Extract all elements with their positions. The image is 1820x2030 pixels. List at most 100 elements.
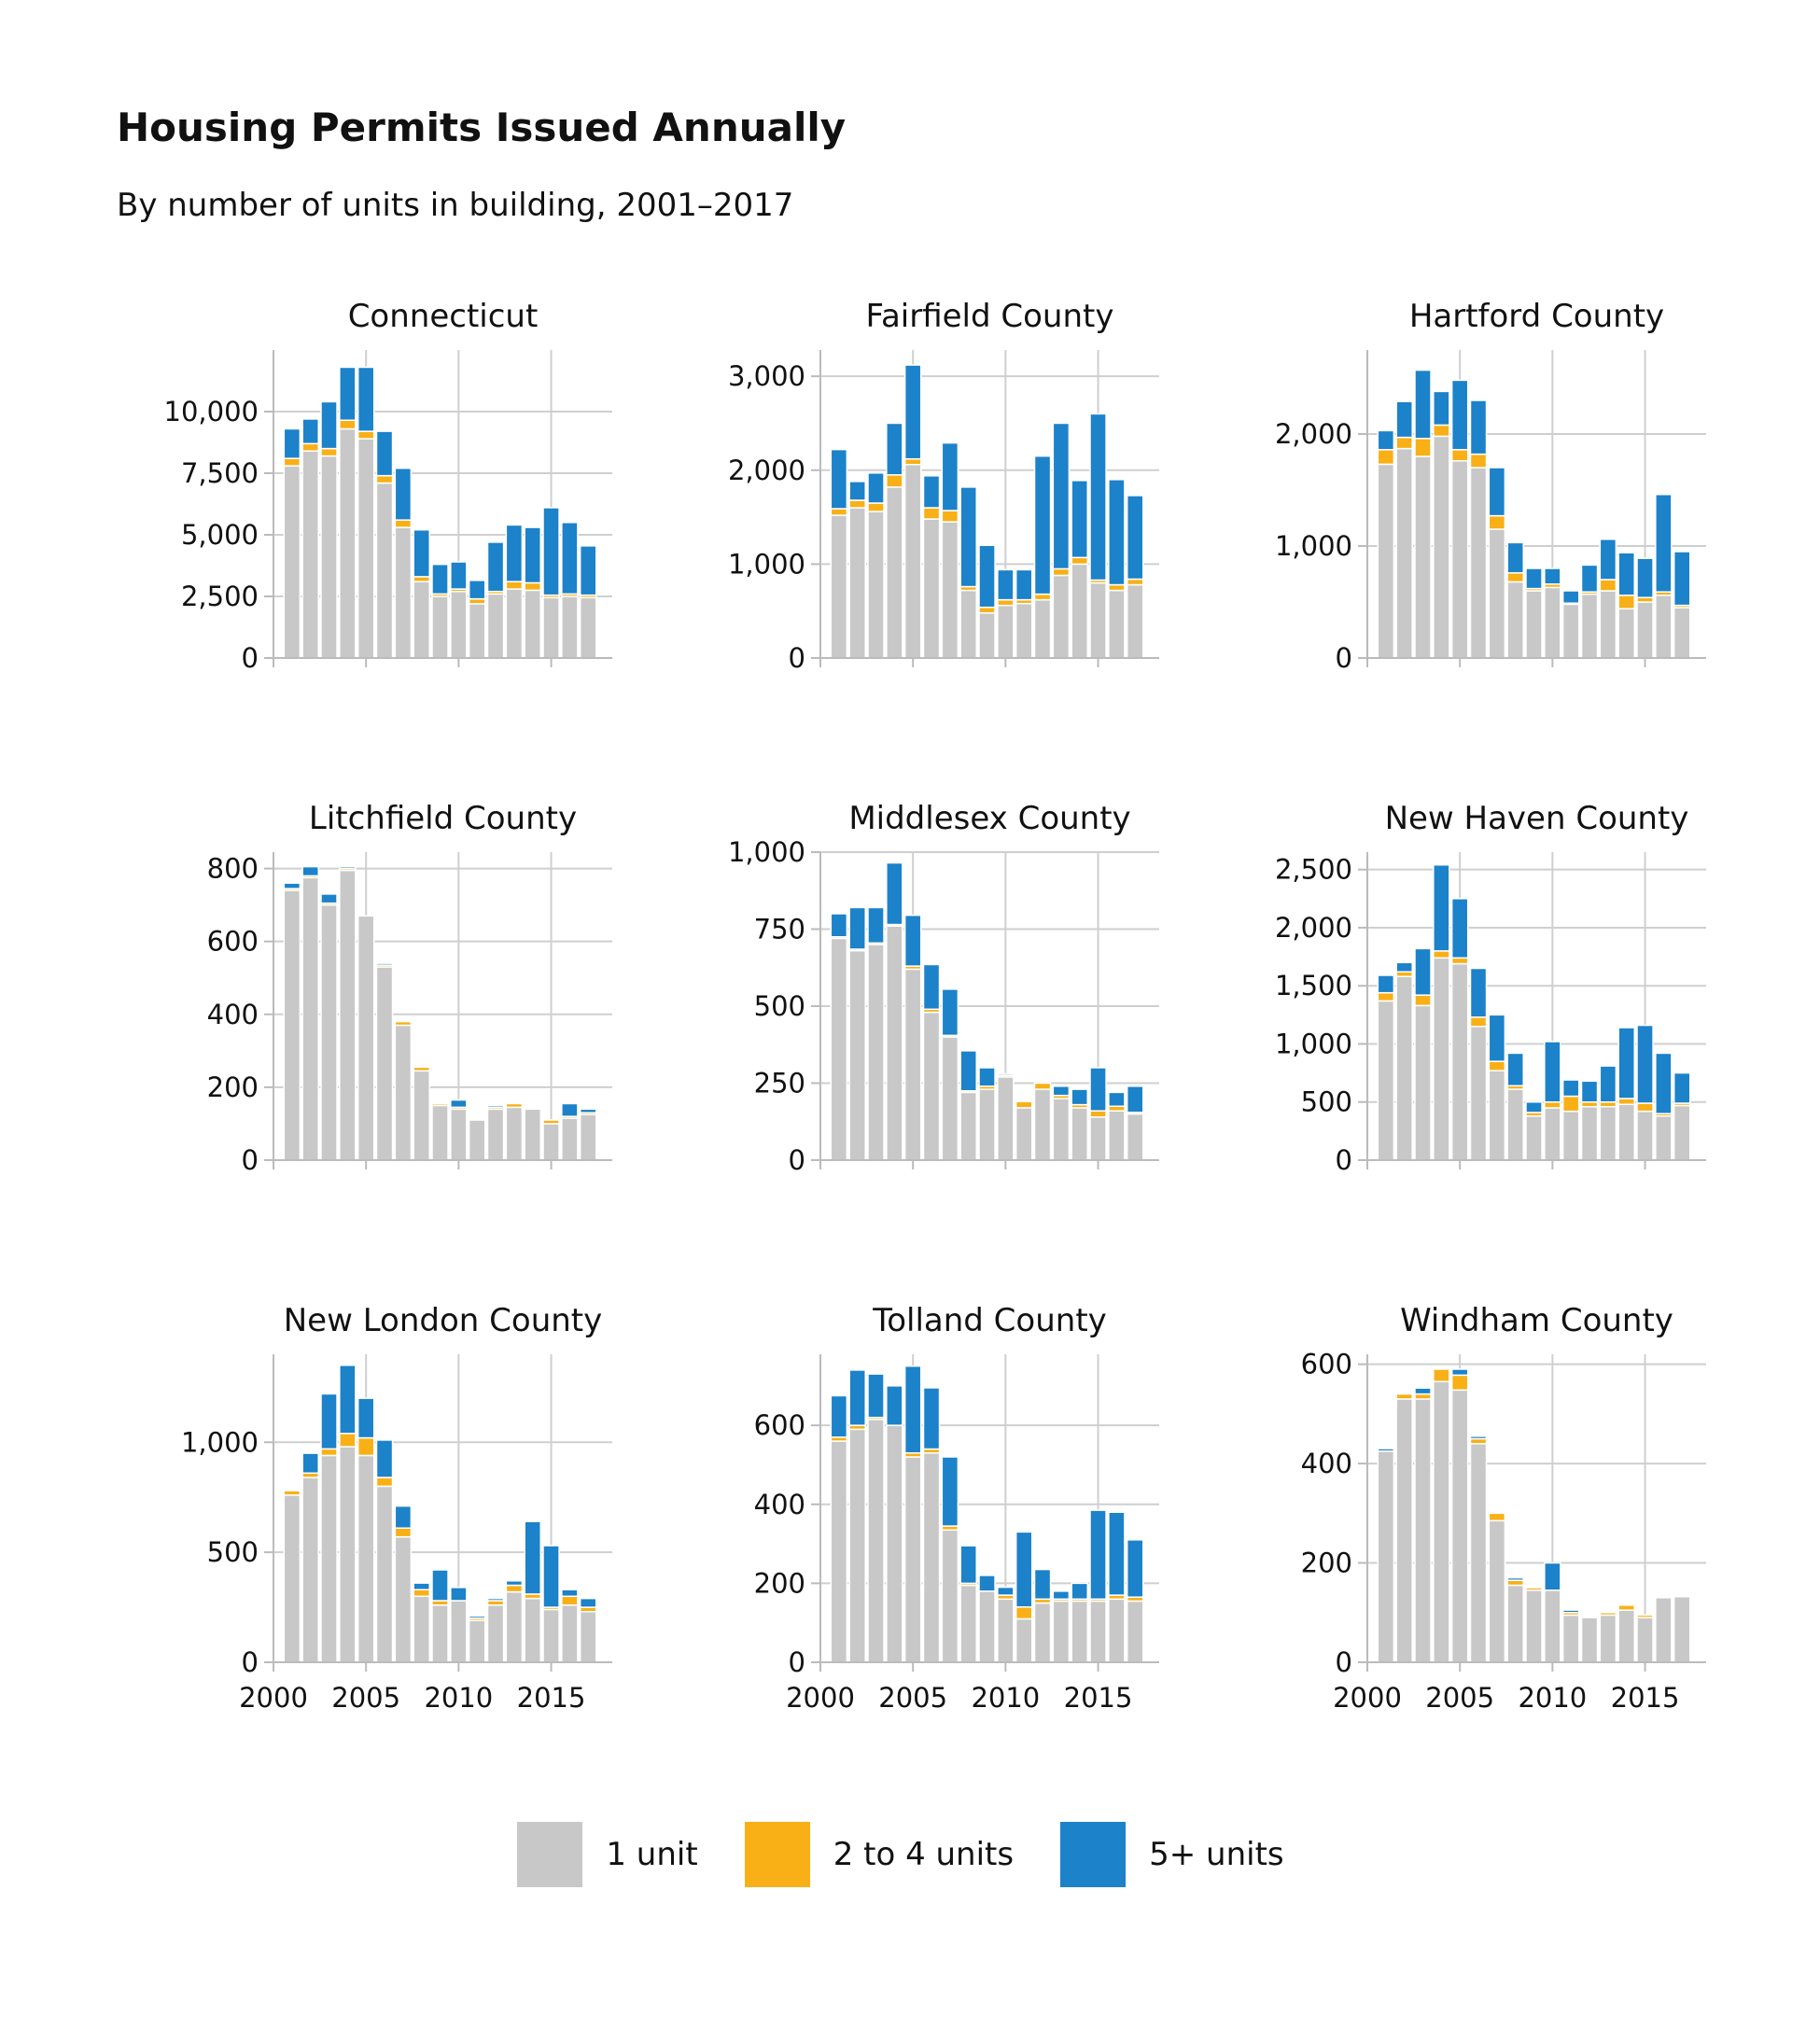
bar-tolland-county-2007-1-unit	[941, 1529, 959, 1663]
bar-new-london-county-2004-2-to-4-units	[339, 1433, 357, 1448]
bar-new-london-county-2011-1-unit	[468, 1619, 486, 1663]
bar-hartford-county-2014-1-unit	[1617, 608, 1635, 659]
bar-middlesex-county-2011-2-to-4-units	[1015, 1100, 1033, 1109]
bar-windham-county-2011-5-plus-units	[1561, 1609, 1580, 1614]
bar-new-haven-county-2017-5-plus-units	[1673, 1071, 1691, 1104]
bar-hartford-county-2009-1-unit	[1525, 590, 1543, 659]
bar-windham-county-2014-2-to-4-units	[1617, 1604, 1635, 1611]
bar-connecticut-2006-5-plus-units	[375, 430, 394, 477]
bar-new-haven-county-2001-5-plus-units	[1377, 974, 1395, 994]
y-tick-label: 400	[207, 999, 259, 1030]
bar-new-london-county-2016-2-to-4-units	[561, 1595, 579, 1606]
bar-new-haven-county-2016-5-plus-units	[1655, 1052, 1673, 1114]
bar-fairfield-county-2013-2-to-4-units	[1052, 567, 1071, 577]
bar-connecticut-2013-2-to-4-units	[505, 581, 524, 590]
bar-middlesex-county-2014-5-plus-units	[1071, 1088, 1088, 1106]
y-tick-label: 1,000	[728, 548, 805, 580]
bar-new-haven-county-2007-5-plus-units	[1488, 1014, 1506, 1062]
bar-new-haven-county-2011-2-to-4-units	[1561, 1095, 1580, 1113]
bar-middlesex-county-2001-5-plus-units	[830, 913, 848, 938]
bar-tolland-county-2008-1-unit	[959, 1584, 977, 1663]
bar-hartford-county-2011-5-plus-units	[1561, 590, 1580, 604]
bar-new-london-county-2009-5-plus-units	[431, 1569, 449, 1602]
bar-hartford-county-2017-1-unit	[1673, 607, 1691, 659]
bar-windham-county-2017-1-unit	[1673, 1595, 1691, 1663]
legend-label-1-unit: 1 unit	[606, 1836, 698, 1873]
bar-new-london-county-2001-2-to-4-units	[283, 1490, 301, 1496]
bar-connecticut-2014-1-unit	[524, 589, 541, 659]
chart-subtitle: By number of units in building, 2001–201…	[117, 187, 794, 224]
bar-new-haven-county-2013-1-unit	[1599, 1105, 1617, 1161]
legend-swatch-2-to-4-units	[744, 1822, 810, 1887]
bar-middlesex-county-2003-1-unit	[867, 944, 885, 1161]
bar-fairfield-county-2004-5-plus-units	[886, 422, 903, 476]
bar-new-london-county-2017-5-plus-units	[579, 1597, 597, 1608]
bar-litchfield-county-2017-5-plus-units	[579, 1108, 597, 1113]
x-tick-label: 2005	[878, 1682, 947, 1714]
bar-new-london-county-2012-5-plus-units	[486, 1597, 505, 1602]
bar-litchfield-county-2007-2-to-4-units	[394, 1020, 413, 1027]
bar-windham-county-2016-1-unit	[1655, 1597, 1673, 1663]
bar-new-haven-county-2003-1-unit	[1414, 1004, 1432, 1161]
bar-tolland-county-2016-5-plus-units	[1108, 1511, 1126, 1596]
legend-item-2-to-4-units: 2 to 4 units	[744, 1822, 1032, 1887]
bar-hartford-county-2008-2-to-4-units	[1506, 572, 1524, 583]
bar-litchfield-county-2015-1-unit	[542, 1123, 560, 1161]
legend-label-5-plus-units: 5+ units	[1149, 1836, 1284, 1873]
bar-middlesex-county-2006-1-unit	[922, 1011, 941, 1161]
bar-tolland-county-2007-5-plus-units	[941, 1456, 959, 1527]
panel-middlesex-county: 0 250 500 750 1,000 Middlesex County	[728, 800, 1159, 1176]
bar-windham-county-2008-5-plus-units	[1506, 1576, 1524, 1581]
bar-connecticut-2006-1-unit	[375, 482, 394, 659]
bar-windham-county-2005-5-plus-units	[1450, 1368, 1469, 1377]
bar-fairfield-county-2005-1-unit	[903, 463, 922, 659]
bar-new-london-county-2005-2-to-4-units	[357, 1436, 375, 1457]
bar-connecticut-2016-5-plus-units	[561, 522, 579, 595]
y-tick-label: 0	[1336, 1144, 1352, 1176]
bar-new-haven-county-2006-2-to-4-units	[1469, 1016, 1488, 1028]
bar-connecticut-2007-5-plus-units	[394, 467, 413, 521]
bar-new-london-county-2012-1-unit	[486, 1603, 505, 1663]
bar-hartford-county-2013-5-plus-units	[1599, 539, 1617, 581]
bar-middlesex-county-2016-1-unit	[1108, 1110, 1126, 1161]
bar-windham-county-2004-1-unit	[1433, 1380, 1450, 1663]
bar-middlesex-county-2015-5-plus-units	[1089, 1067, 1107, 1112]
bar-fairfield-county-2016-5-plus-units	[1108, 479, 1126, 586]
bar-middlesex-county-2015-2-to-4-units	[1089, 1110, 1107, 1118]
bar-hartford-county-2003-2-to-4-units	[1414, 438, 1432, 457]
y-tick-label: 2,000	[1275, 912, 1352, 944]
bar-tolland-county-2014-5-plus-units	[1071, 1582, 1088, 1601]
bar-litchfield-county-2007-1-unit	[394, 1024, 413, 1161]
bar-new-haven-county-2001-1-unit	[1377, 1000, 1395, 1161]
bar-tolland-county-2003-5-plus-units	[867, 1373, 885, 1419]
bar-hartford-county-2006-1-unit	[1469, 467, 1488, 659]
bar-middlesex-county-2004-1-unit	[886, 925, 903, 1161]
y-tick-label: 0	[242, 642, 259, 674]
bar-middlesex-county-2013-5-plus-units	[1052, 1085, 1071, 1097]
bar-windham-county-2013-2-to-4-units	[1599, 1612, 1617, 1617]
bar-litchfield-county-2002-1-unit	[301, 876, 319, 1161]
bar-fairfield-county-2011-5-plus-units	[1015, 568, 1033, 601]
bar-new-haven-county-2009-1-unit	[1525, 1114, 1543, 1161]
bar-litchfield-county-2014-1-unit	[524, 1108, 541, 1161]
bar-middlesex-county-2015-1-unit	[1089, 1116, 1107, 1161]
bar-hartford-county-2003-5-plus-units	[1414, 369, 1432, 440]
bar-fairfield-county-2005-5-plus-units	[903, 364, 922, 460]
bar-tolland-county-2010-5-plus-units	[997, 1586, 1015, 1596]
bar-new-london-county-2006-5-plus-units	[375, 1439, 394, 1478]
x-tick-label: 2015	[1611, 1682, 1680, 1714]
bar-windham-county-2011-1-unit	[1561, 1614, 1580, 1663]
bar-new-london-county-2015-5-plus-units	[542, 1545, 560, 1608]
bar-connecticut-2002-1-unit	[301, 450, 319, 659]
bar-connecticut-2015-5-plus-units	[542, 507, 560, 596]
bar-connecticut-2013-1-unit	[505, 588, 524, 659]
bar-fairfield-county-2017-5-plus-units	[1126, 495, 1144, 581]
bar-fairfield-county-2017-2-to-4-units	[1126, 578, 1144, 586]
bar-hartford-county-2001-5-plus-units	[1377, 429, 1395, 451]
y-tick-label: 200	[1301, 1547, 1352, 1579]
panel-fairfield-county: 0 1,000 2,000 3,000 Fairfield County	[728, 298, 1159, 674]
y-tick-label: 0	[1336, 1646, 1352, 1678]
bar-new-haven-county-2005-5-plus-units	[1450, 898, 1469, 959]
bar-hartford-county-2012-5-plus-units	[1580, 564, 1599, 593]
bar-new-haven-county-2017-1-unit	[1673, 1104, 1691, 1161]
